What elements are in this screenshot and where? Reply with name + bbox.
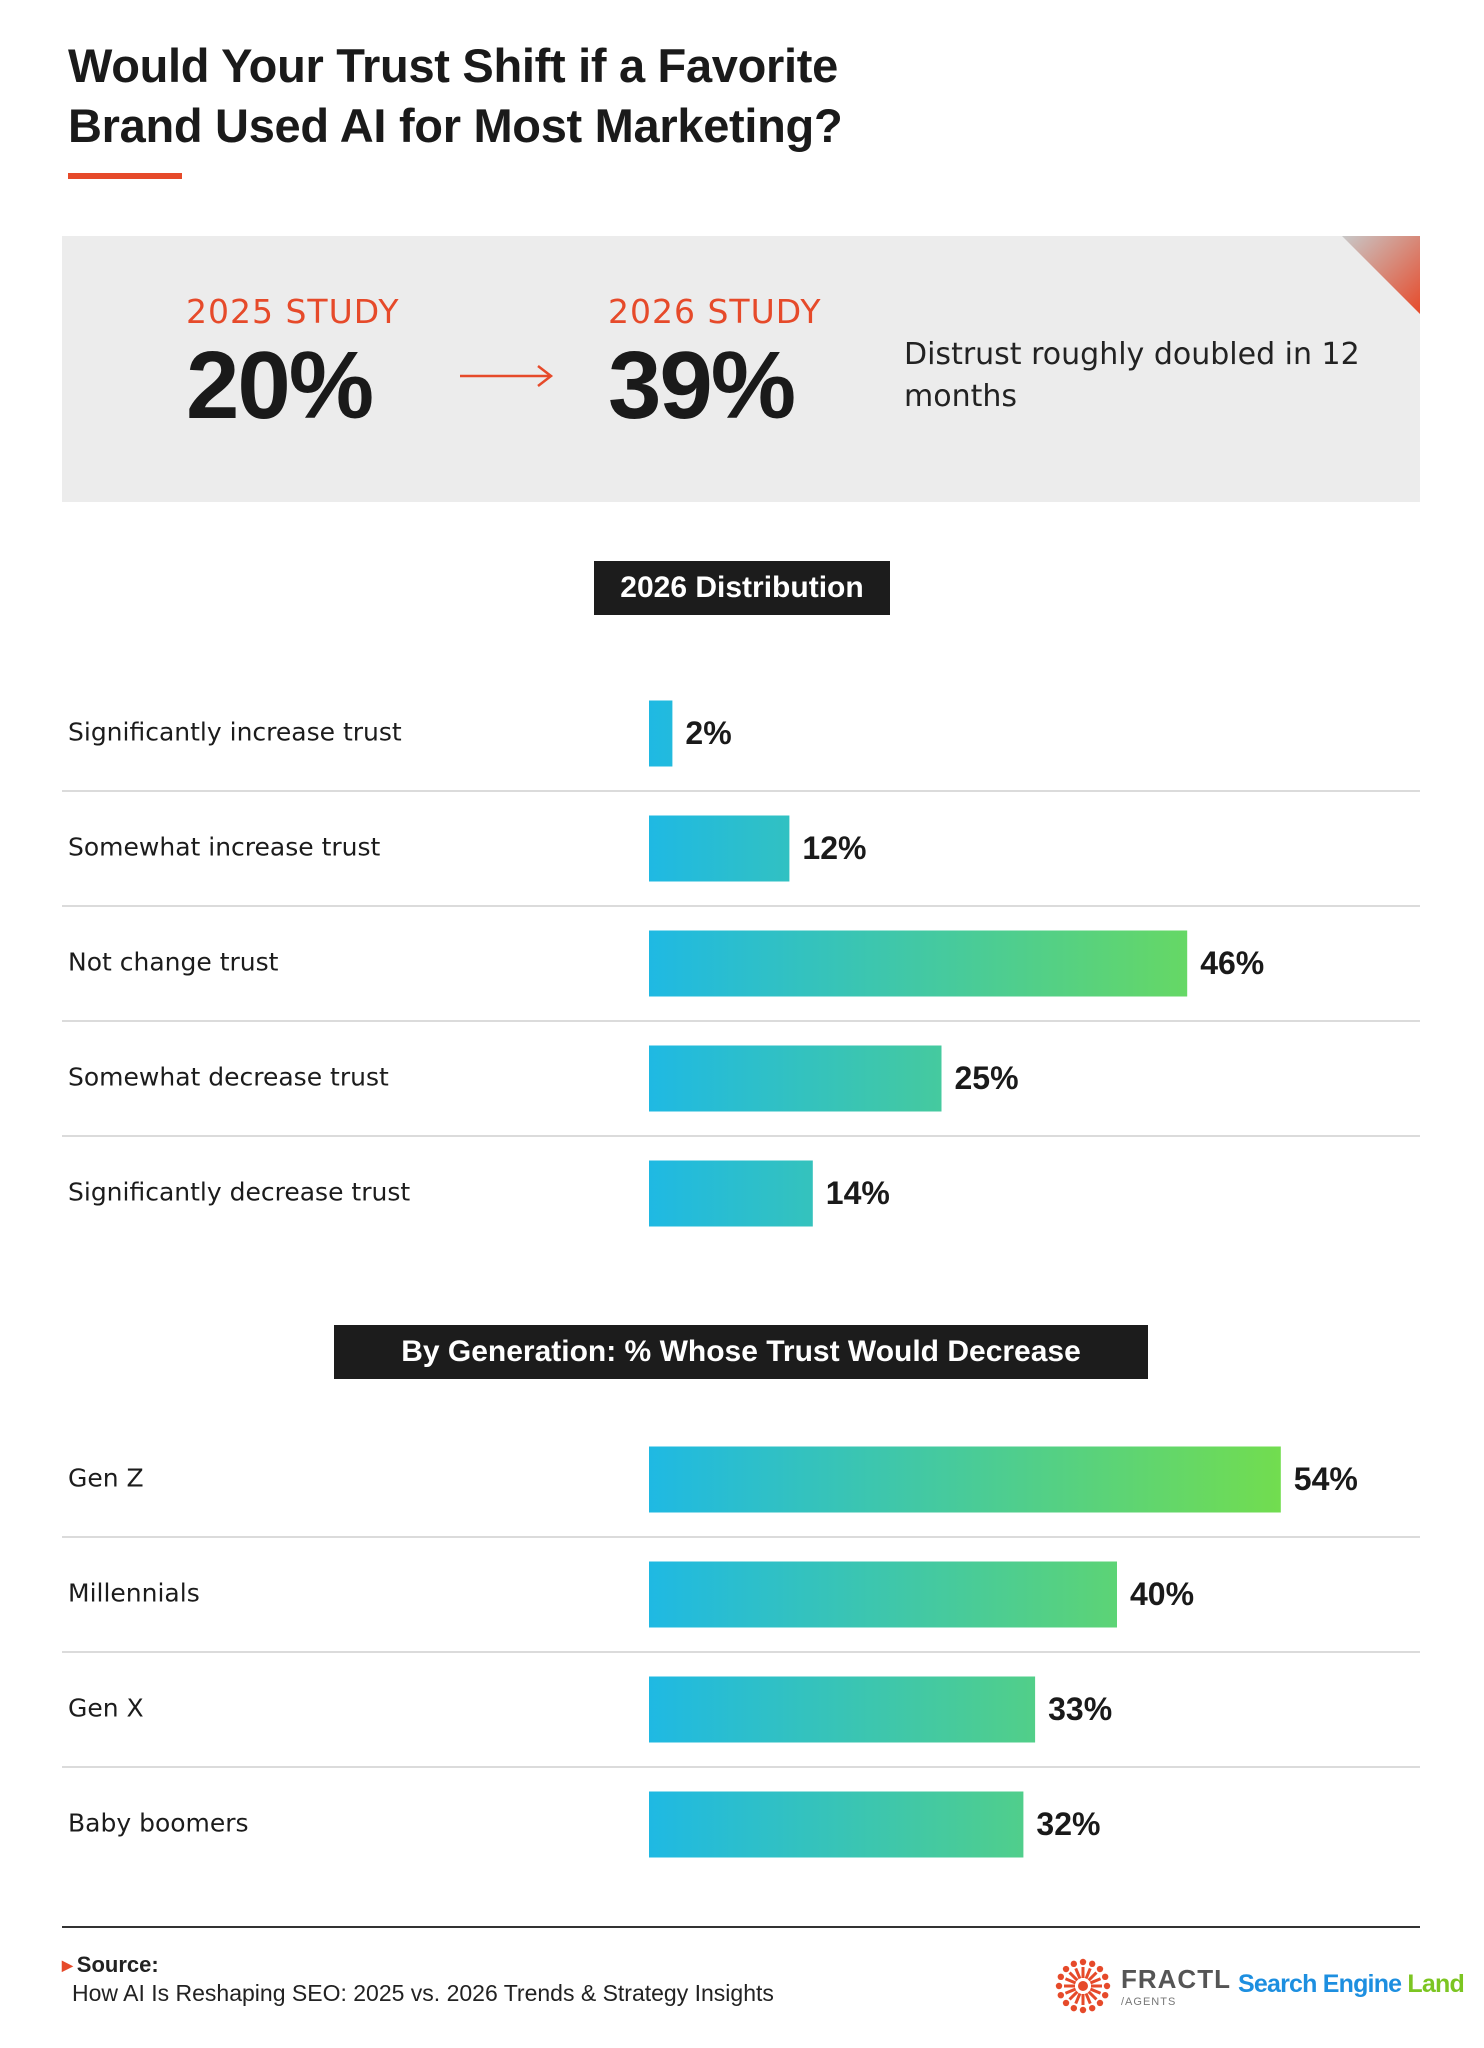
value-label-baby-boomers: 32% — [1036, 1806, 1100, 1842]
category-label-gen-z: Gen Z — [68, 1464, 144, 1493]
bar-gen-z — [649, 1446, 1281, 1513]
value-label-significantly-decrease-trust: 14% — [826, 1175, 890, 1211]
fractl-burst-icon — [1055, 1958, 1111, 2014]
title-underline — [68, 173, 182, 179]
study-2026-value: 39% — [608, 332, 796, 439]
category-label-not-change-trust: Not change trust — [68, 948, 279, 977]
value-label-not-change-trust: 46% — [1200, 945, 1264, 981]
category-label-significantly-increase-trust: Significantly increase trust — [68, 718, 402, 747]
arrow-right-icon — [460, 365, 554, 387]
category-label-somewhat-increase-trust: Somewhat increase trust — [68, 833, 381, 862]
hero-note: Distrust roughly doubled in 12 months — [904, 337, 1360, 414]
hero-panel: 2025 STUDY 20% 2026 STUDY 39% Distrust r… — [62, 236, 1420, 502]
study-2026-label: 2026 STUDY — [608, 292, 822, 331]
chart-title: Would Your Trust Shift if a Favorite Bra… — [68, 39, 843, 152]
bar-baby-boomers — [649, 1791, 1024, 1858]
triangle-icon: ▶ — [62, 1957, 73, 1973]
bar-millennials — [649, 1561, 1117, 1628]
footer-divider — [62, 1926, 1420, 1928]
corner-accent-icon — [1342, 236, 1420, 314]
value-label-gen-x: 33% — [1048, 1691, 1112, 1727]
fractl-logo: FRACTL /AGENTS — [1053, 1956, 1230, 2016]
bar-gen-x — [649, 1676, 1036, 1743]
bar-significantly-decrease-trust — [649, 1160, 813, 1227]
value-label-significantly-increase-trust: 2% — [685, 715, 731, 751]
category-label-baby-boomers: Baby boomers — [68, 1809, 249, 1838]
distribution-header: 2026 Distribution — [594, 561, 890, 615]
study-2025-value: 20% — [186, 332, 374, 439]
value-label-millennials: 40% — [1130, 1576, 1194, 1612]
source-label: ▶ Source: — [62, 1952, 159, 1977]
category-label-millennials: Millennials — [68, 1579, 200, 1608]
source-text: How AI Is Reshaping SEO: 2025 vs. 2026 T… — [72, 1980, 774, 2006]
value-label-somewhat-decrease-trust: 25% — [955, 1060, 1019, 1096]
bar-not-change-trust — [649, 930, 1188, 997]
category-label-significantly-decrease-trust: Significantly decrease trust — [68, 1178, 410, 1207]
generation-chart: Gen Z 54% Millennials 40% Gen X 33% Baby boome… — [62, 1446, 1420, 1858]
bar-somewhat-increase-trust — [649, 815, 790, 882]
value-label-gen-z: 54% — [1294, 1461, 1358, 1497]
category-label-somewhat-decrease-trust: Somewhat decrease trust — [68, 1063, 389, 1092]
distribution-chart: Significantly increase trust 2% Somewhat i… — [62, 700, 1420, 1227]
generation-header: By Generation: % Whose Trust Would Decre… — [334, 1325, 1148, 1379]
search-engine-land-logo: Search Engine Land — [1238, 1970, 1465, 1998]
category-label-gen-x: Gen X — [68, 1694, 144, 1723]
value-label-somewhat-increase-trust: 12% — [802, 830, 866, 866]
bar-significantly-increase-trust — [649, 700, 673, 767]
bar-somewhat-decrease-trust — [649, 1045, 942, 1112]
study-2025-label: 2025 STUDY — [186, 292, 400, 331]
